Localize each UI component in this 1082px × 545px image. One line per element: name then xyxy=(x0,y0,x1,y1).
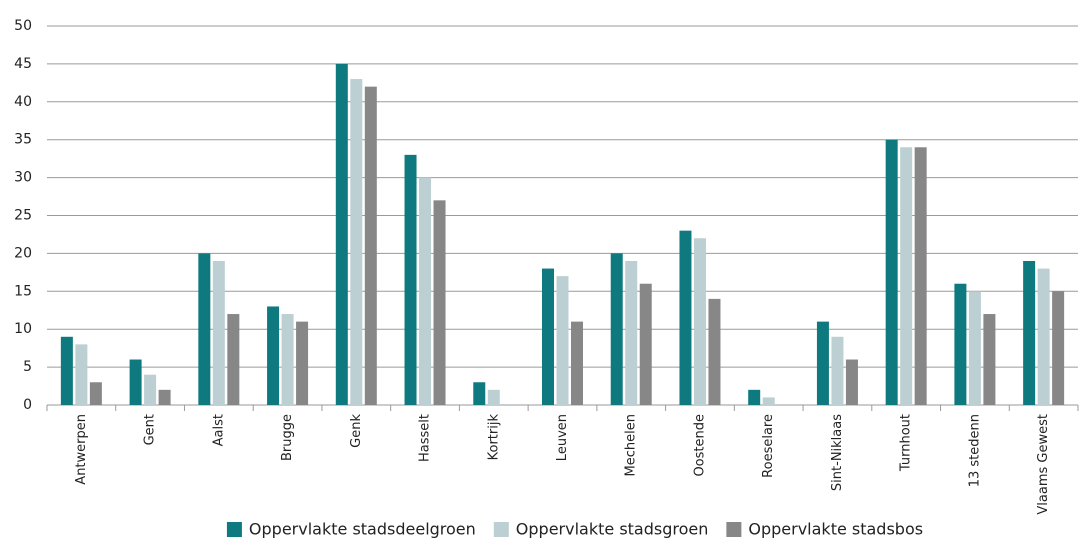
x-tick-label: Roeselare xyxy=(761,414,776,478)
y-tick-label: 15 xyxy=(14,283,32,299)
y-tick-label: 50 xyxy=(14,18,32,34)
legend-swatch xyxy=(493,522,509,537)
x-tick-label: Antwerpen xyxy=(74,414,89,485)
bar xyxy=(75,344,88,405)
bar xyxy=(816,321,829,405)
y-tick-label: 45 xyxy=(14,56,32,72)
x-tick-label: Hasselt xyxy=(418,414,433,462)
legend-item: Oppervlakte stadsgroen xyxy=(493,520,709,539)
x-tick-label: Oostende xyxy=(692,414,707,477)
legend-item: Oppervlakte stadsbos xyxy=(726,520,923,539)
x-tick-label: Genk xyxy=(349,414,364,448)
bar xyxy=(954,283,967,405)
bar xyxy=(1037,268,1050,405)
y-tick-label: 20 xyxy=(14,245,32,261)
bar xyxy=(639,283,652,405)
bar xyxy=(473,382,486,405)
bar xyxy=(129,359,142,405)
x-tick-label: Mechelen xyxy=(624,414,639,476)
y-tick-label: 10 xyxy=(14,321,32,337)
bar xyxy=(625,260,638,405)
bar xyxy=(89,382,102,405)
bar xyxy=(983,314,996,405)
bar xyxy=(60,336,73,405)
bar xyxy=(762,397,775,405)
y-tick-label: 25 xyxy=(14,208,32,224)
bar xyxy=(227,314,240,405)
bar xyxy=(556,276,569,405)
bar xyxy=(1023,260,1036,405)
bar xyxy=(748,389,761,405)
legend-swatch xyxy=(226,522,242,537)
bar xyxy=(433,200,446,405)
legend-label: Oppervlakte stadsgroen xyxy=(516,520,709,539)
bar xyxy=(693,238,706,405)
bar xyxy=(158,389,171,405)
y-tick-label: 30 xyxy=(14,170,32,186)
bar xyxy=(610,253,623,405)
bar xyxy=(571,321,583,405)
x-tick-label: Aalst xyxy=(211,414,226,446)
bar xyxy=(404,154,417,405)
legend-swatch xyxy=(726,522,742,537)
legend-label: Oppervlakte stadsbos xyxy=(748,520,923,539)
x-tick-label: Leuven xyxy=(555,414,570,461)
bar xyxy=(679,230,692,405)
x-tick-label: Kortrijk xyxy=(486,414,501,461)
bar xyxy=(845,359,858,405)
bar xyxy=(296,321,309,405)
bar xyxy=(914,147,927,405)
bar xyxy=(198,253,211,405)
y-tick-label: 40 xyxy=(14,94,32,110)
bar xyxy=(831,336,844,405)
bar xyxy=(364,86,377,405)
bar xyxy=(281,314,294,405)
bar xyxy=(885,139,898,405)
y-tick-label: 5 xyxy=(23,359,32,375)
legend-item: Oppervlakte stadsdeelgroen xyxy=(226,520,476,539)
y-tick-label: 35 xyxy=(14,132,32,148)
bar xyxy=(1052,291,1065,405)
bar xyxy=(542,268,554,405)
bar xyxy=(419,177,432,405)
bar xyxy=(968,291,981,405)
bar xyxy=(350,79,363,405)
bar xyxy=(708,298,721,405)
bar xyxy=(335,63,348,406)
x-tick-label: 13 stedenn xyxy=(967,414,982,487)
bar xyxy=(267,306,280,405)
bar xyxy=(144,374,157,405)
legend-label: Oppervlakte stadsdeelgroen xyxy=(249,520,476,539)
x-tick-label: Vlaams Gewest xyxy=(1036,414,1051,515)
y-tick-label: 0 xyxy=(23,397,32,413)
x-tick-label: Gent xyxy=(143,414,158,445)
x-tick-label: Brugge xyxy=(280,414,295,461)
bar xyxy=(212,260,225,405)
bar xyxy=(900,147,913,405)
x-tick-label: Turnhout xyxy=(899,414,914,472)
x-tick-label: Sint-Niklaas xyxy=(830,414,845,491)
bar xyxy=(487,389,500,405)
